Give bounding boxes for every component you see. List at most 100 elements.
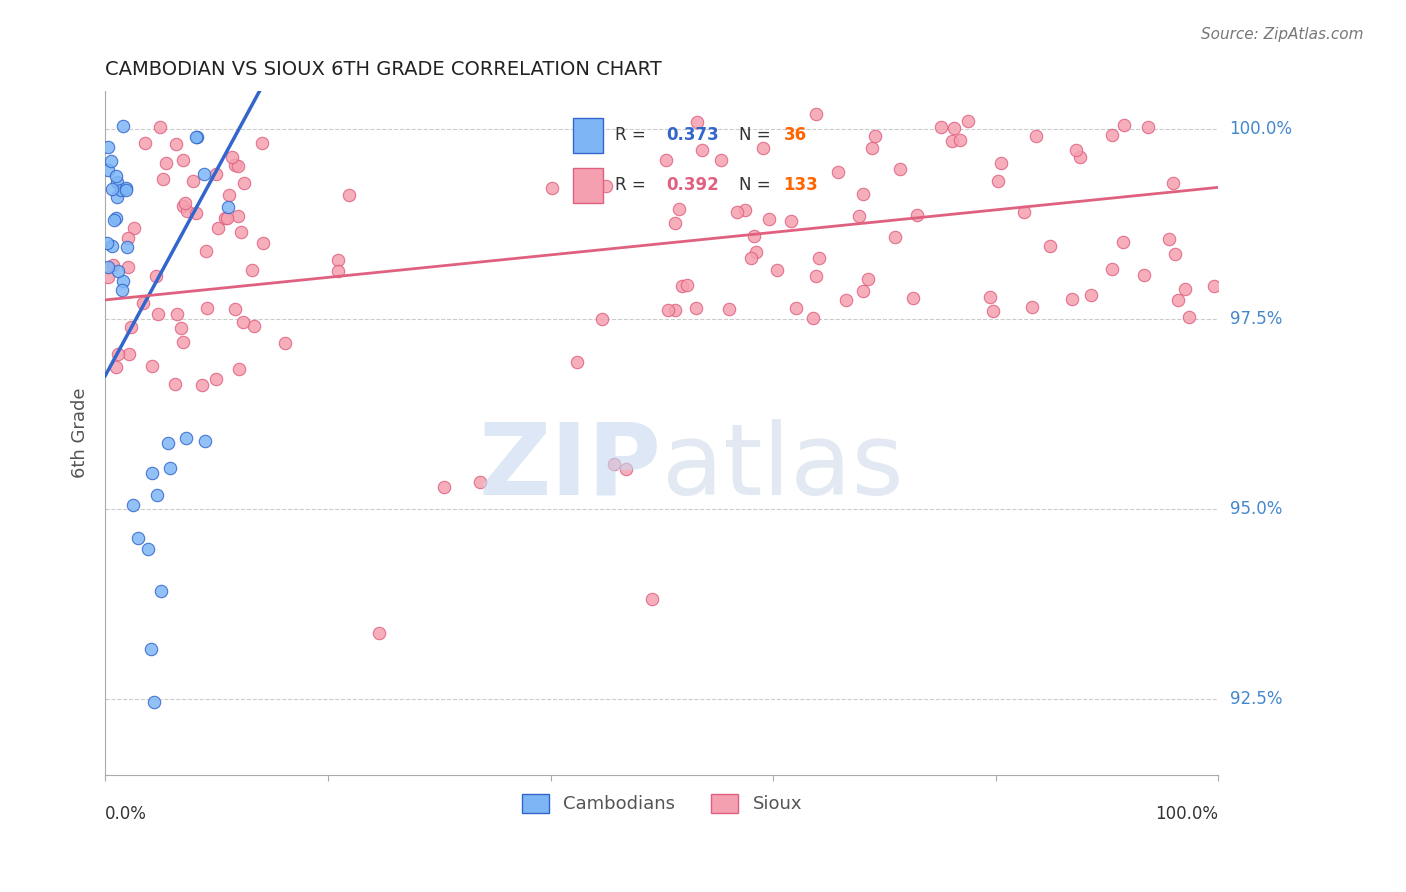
Point xyxy=(686,115,709,129)
Point xyxy=(807,251,830,265)
Point xyxy=(143,695,166,709)
Point xyxy=(883,230,905,244)
Point xyxy=(744,244,766,259)
Point xyxy=(242,318,264,333)
Point xyxy=(1062,292,1084,306)
Point xyxy=(111,283,134,297)
Point xyxy=(835,293,858,308)
Point xyxy=(1101,128,1123,142)
Point xyxy=(166,307,188,321)
Point xyxy=(827,165,849,179)
Point xyxy=(657,302,679,317)
Point xyxy=(217,201,239,215)
Point xyxy=(616,462,638,476)
Point xyxy=(134,136,156,151)
Point xyxy=(112,119,135,133)
Text: 100.0%: 100.0% xyxy=(1156,805,1219,823)
Point xyxy=(337,187,360,202)
Point xyxy=(228,209,250,223)
Point xyxy=(139,641,162,656)
Point xyxy=(195,301,218,315)
Point xyxy=(1164,247,1187,261)
Point xyxy=(152,171,174,186)
Point xyxy=(96,235,118,250)
Point xyxy=(194,434,217,449)
Point xyxy=(862,141,884,155)
Text: ZIP: ZIP xyxy=(479,418,662,516)
Text: 0.0%: 0.0% xyxy=(105,805,148,823)
Point xyxy=(159,460,181,475)
Point xyxy=(889,162,911,177)
Point xyxy=(224,301,246,316)
Point xyxy=(141,359,163,373)
Text: CAMBODIAN VS SIOUX 6TH GRADE CORRELATION CHART: CAMBODIAN VS SIOUX 6TH GRADE CORRELATION… xyxy=(105,60,662,78)
Point xyxy=(905,208,928,222)
Point xyxy=(228,362,250,376)
Point xyxy=(190,378,212,392)
Point xyxy=(176,203,198,218)
Point xyxy=(132,296,155,310)
Point xyxy=(1066,143,1088,157)
Text: 100.0%: 100.0% xyxy=(1230,120,1292,138)
Point xyxy=(103,213,125,227)
Point xyxy=(1069,149,1091,163)
Point xyxy=(174,195,197,210)
Point xyxy=(1167,293,1189,308)
Point xyxy=(856,272,879,286)
Point xyxy=(107,347,129,361)
Point xyxy=(204,372,226,386)
Point xyxy=(101,181,124,195)
Point xyxy=(104,169,127,183)
Point xyxy=(1021,300,1043,314)
Point xyxy=(136,542,159,557)
Point xyxy=(949,133,972,147)
Point xyxy=(274,335,297,350)
Point xyxy=(105,190,128,204)
Point xyxy=(433,480,456,494)
Point xyxy=(758,212,780,227)
Point xyxy=(956,113,979,128)
Point xyxy=(368,626,391,640)
Point xyxy=(1025,129,1047,144)
Point xyxy=(104,360,127,375)
Point xyxy=(141,466,163,480)
Point xyxy=(186,129,208,144)
Text: 92.5%: 92.5% xyxy=(1230,690,1282,708)
Point xyxy=(149,120,172,134)
Point xyxy=(155,155,177,169)
Point xyxy=(671,279,693,293)
Point xyxy=(232,315,254,329)
Point xyxy=(146,488,169,502)
Point xyxy=(863,128,886,143)
Point xyxy=(194,244,217,258)
Point xyxy=(571,130,593,145)
Point xyxy=(250,136,273,151)
Point xyxy=(675,278,697,293)
Point xyxy=(740,251,762,265)
Point xyxy=(942,121,965,136)
Point xyxy=(990,155,1012,169)
Point xyxy=(941,134,963,148)
Point xyxy=(204,167,226,181)
Point xyxy=(591,311,613,326)
Point xyxy=(115,240,138,254)
Point xyxy=(1114,118,1136,132)
Point xyxy=(193,167,215,181)
Point xyxy=(114,181,136,195)
Point xyxy=(710,153,733,167)
Point xyxy=(1157,232,1180,246)
Point xyxy=(1112,235,1135,250)
Point xyxy=(987,174,1010,188)
Point xyxy=(1080,288,1102,302)
Point xyxy=(122,221,145,235)
Point xyxy=(181,174,204,188)
Point xyxy=(221,150,243,164)
Legend: Cambodians, Sioux: Cambodians, Sioux xyxy=(515,787,810,821)
Point xyxy=(105,175,128,189)
Point xyxy=(100,154,122,169)
Point xyxy=(1136,120,1159,134)
Point xyxy=(218,188,240,202)
Point xyxy=(752,141,775,155)
Point xyxy=(232,176,254,190)
Point xyxy=(214,211,236,226)
